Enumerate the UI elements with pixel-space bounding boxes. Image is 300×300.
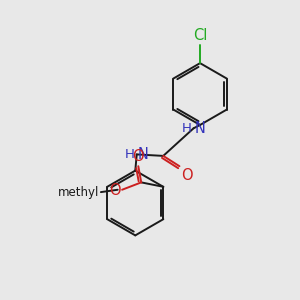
Text: H: H <box>182 122 191 135</box>
Text: O: O <box>109 182 121 197</box>
Text: Cl: Cl <box>193 28 207 44</box>
Text: O: O <box>133 149 144 164</box>
Text: O: O <box>182 168 193 183</box>
Text: N: N <box>194 121 205 136</box>
Text: N: N <box>137 147 148 162</box>
Text: H: H <box>125 148 135 161</box>
Text: methyl: methyl <box>58 186 99 199</box>
